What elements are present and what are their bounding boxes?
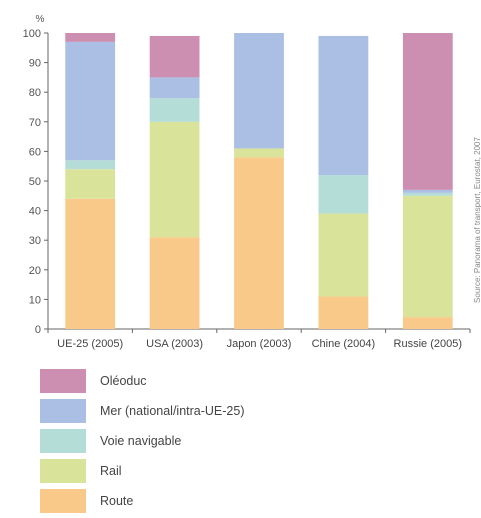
legend-swatch bbox=[40, 459, 86, 483]
legend-item: Route bbox=[40, 488, 340, 514]
bar-segment bbox=[403, 193, 453, 196]
bar-segment bbox=[234, 33, 284, 148]
legend: Oléoduc Mer (national/intra-UE-25) Voie na… bbox=[40, 368, 340, 518]
bar-segment bbox=[319, 175, 369, 213]
y-tick-label: 30 bbox=[29, 235, 41, 247]
legend-label: Mer (national/intra-UE-25) bbox=[100, 404, 245, 418]
legend-item: Rail bbox=[40, 458, 340, 484]
legend-swatch bbox=[40, 399, 86, 423]
legend-label: Route bbox=[100, 494, 133, 508]
y-tick-label: 40 bbox=[29, 206, 41, 218]
bar-segment bbox=[65, 160, 115, 169]
x-tick-label: Russie (2005) bbox=[394, 338, 462, 350]
bar-segment bbox=[319, 214, 369, 297]
bar-segment bbox=[234, 157, 284, 329]
y-tick-label: 90 bbox=[29, 58, 41, 70]
x-tick-label: USA (2003) bbox=[146, 338, 203, 350]
source-note: Source: Panorama of transport, Eurostat,… bbox=[473, 137, 481, 303]
y-tick-label: 70 bbox=[29, 117, 41, 129]
bar-segment bbox=[150, 77, 200, 98]
legend-label: Oléoduc bbox=[100, 374, 147, 388]
legend-swatch bbox=[40, 369, 86, 393]
bar-segment bbox=[403, 196, 453, 317]
x-tick-label: Chine (2004) bbox=[312, 338, 376, 350]
bar-segment bbox=[150, 36, 200, 77]
bar-segment bbox=[65, 169, 115, 199]
bar-segment bbox=[65, 42, 115, 160]
bar-segment bbox=[319, 296, 369, 329]
bars bbox=[65, 33, 452, 329]
x-tick-label: UE-25 (2005) bbox=[57, 338, 123, 350]
y-tick-label: 100 bbox=[23, 28, 41, 40]
y-tick-label: 80 bbox=[29, 87, 41, 99]
bar-segment bbox=[150, 237, 200, 329]
legend-swatch bbox=[40, 489, 86, 513]
bar-segment bbox=[403, 190, 453, 193]
bar-segment bbox=[65, 199, 115, 329]
legend-item: Mer (national/intra-UE-25) bbox=[40, 398, 340, 424]
legend-label: Voie navigable bbox=[100, 434, 181, 448]
bar-segment bbox=[150, 122, 200, 237]
bar-segment bbox=[234, 148, 284, 157]
y-tick-label: 20 bbox=[29, 265, 41, 277]
legend-label: Rail bbox=[100, 464, 122, 478]
legend-swatch bbox=[40, 429, 86, 453]
bar-segment bbox=[65, 33, 115, 42]
bar-segment bbox=[319, 36, 369, 175]
bar-segment bbox=[403, 33, 453, 190]
bar-segment bbox=[150, 98, 200, 122]
legend-item: Voie navigable bbox=[40, 428, 340, 454]
y-axis-label: % bbox=[36, 14, 45, 25]
legend-item: Oléoduc bbox=[40, 368, 340, 394]
x-tick-label: Japon (2003) bbox=[227, 338, 292, 350]
y-tick-label: 60 bbox=[29, 146, 41, 158]
y-tick-label: 50 bbox=[29, 176, 41, 188]
y-tick-label: 10 bbox=[29, 294, 41, 306]
bar-segment bbox=[403, 317, 453, 329]
y-tick-label: 0 bbox=[35, 324, 41, 336]
